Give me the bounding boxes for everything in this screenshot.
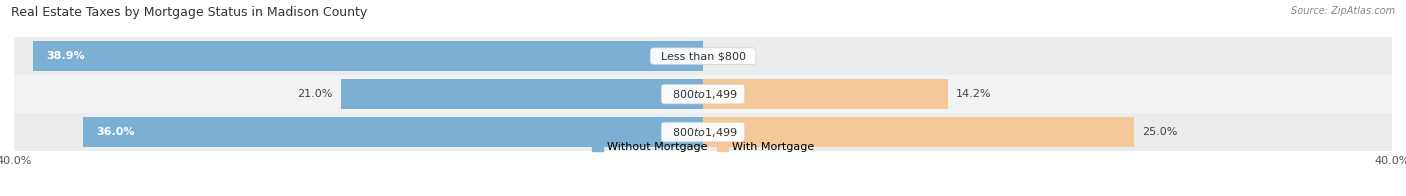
- Text: 21.0%: 21.0%: [297, 89, 333, 99]
- Text: 36.0%: 36.0%: [97, 127, 135, 137]
- Text: 38.9%: 38.9%: [46, 51, 86, 61]
- Bar: [14, 113, 1392, 151]
- Text: Less than $800: Less than $800: [654, 51, 752, 61]
- Legend: Without Mortgage, With Mortgage: Without Mortgage, With Mortgage: [588, 138, 818, 157]
- Bar: [14, 75, 1392, 113]
- Bar: [703, 79, 948, 109]
- Text: Source: ZipAtlas.com: Source: ZipAtlas.com: [1291, 6, 1395, 16]
- Text: 25.0%: 25.0%: [1142, 127, 1178, 137]
- Text: $800 to $1,499: $800 to $1,499: [665, 88, 741, 101]
- Text: 0.02%: 0.02%: [711, 51, 748, 61]
- Text: $800 to $1,499: $800 to $1,499: [665, 125, 741, 139]
- Bar: [32, 41, 703, 71]
- Text: 14.2%: 14.2%: [956, 89, 991, 99]
- Bar: [703, 117, 1133, 147]
- Text: Real Estate Taxes by Mortgage Status in Madison County: Real Estate Taxes by Mortgage Status in …: [11, 6, 367, 19]
- Bar: [83, 117, 703, 147]
- Bar: [342, 79, 703, 109]
- Bar: [14, 37, 1392, 75]
